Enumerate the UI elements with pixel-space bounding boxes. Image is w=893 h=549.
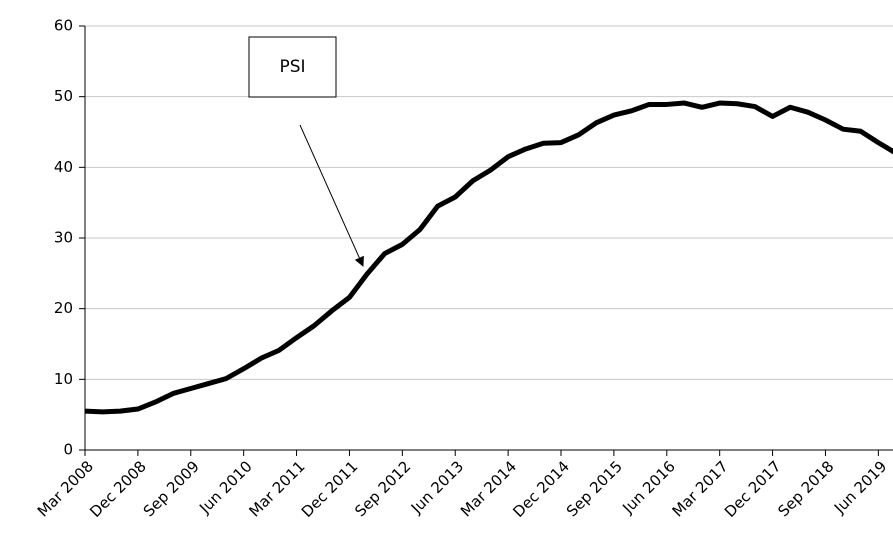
x-tick-label: Dec 2008 [86, 457, 150, 521]
x-tick-label: Dec 2014 [509, 457, 573, 521]
x-tick-label: Sep 2012 [351, 457, 414, 520]
annotation-box [248, 36, 337, 98]
x-tick-label: Mar 2014 [457, 457, 520, 520]
y-tick-label: 20 [54, 299, 73, 317]
x-tick-label: Mar 2011 [245, 457, 308, 520]
line [84, 100, 893, 415]
plot [84, 100, 893, 415]
y-tick-label: 10 [54, 370, 73, 388]
y-tick-label: 50 [54, 87, 73, 105]
y-tick-label: 0 [63, 441, 73, 459]
x-tick-label: Jun 2019 [830, 457, 890, 517]
y-tick-label: 30 [54, 229, 73, 247]
annotation: PSI [279, 57, 305, 77]
x-tick-label: Mar 2008 [34, 457, 97, 520]
x-tick-label: Sep 2015 [563, 457, 626, 520]
x-tick-label: Sep 2018 [774, 457, 837, 520]
x-tick-label: Sep 2009 [140, 457, 203, 520]
annotation-arrow [299, 124, 364, 267]
x-tick-label: Dec 2011 [298, 457, 362, 521]
x-tick-label: Mar 2017 [669, 457, 732, 520]
y-tick-label: 60 [54, 17, 73, 35]
y-tick-label: 40 [54, 158, 73, 176]
x-tick-label: Dec 2017 [721, 457, 785, 521]
